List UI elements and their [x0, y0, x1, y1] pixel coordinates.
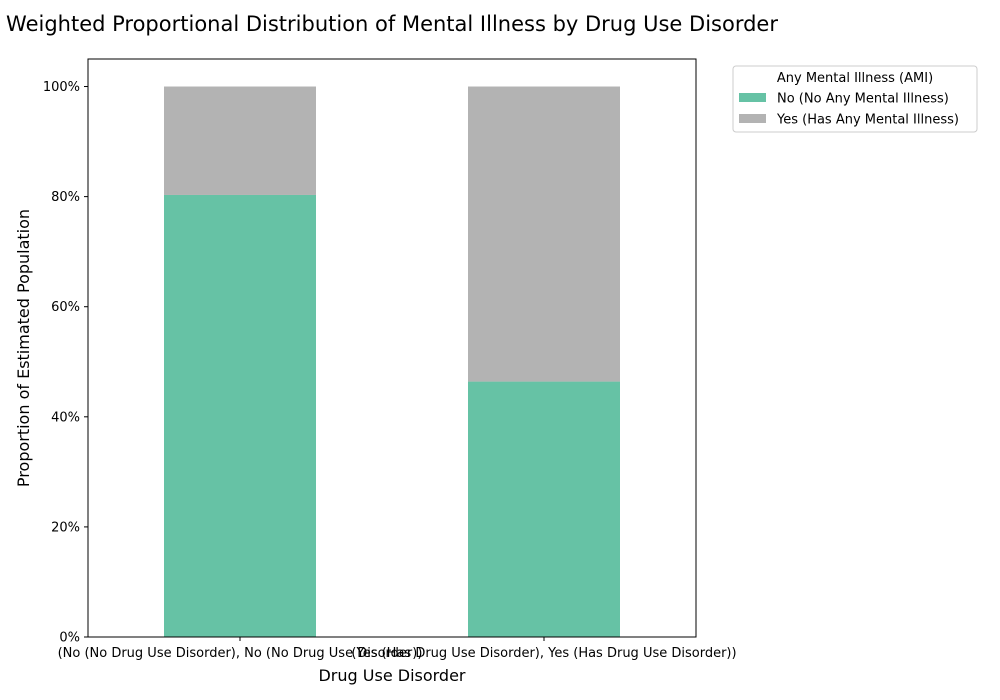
- legend-items: No (No Any Mental Illness) Yes (Has Any M…: [739, 92, 959, 128]
- bar-segment-no-ami-1: [164, 194, 316, 637]
- x-tick-label: (No (No Drug Use Disorder), No (No Drug …: [58, 646, 423, 661]
- y-tick-label: 60%: [51, 300, 80, 315]
- legend-title: Any Mental Illness (AMI): [777, 71, 933, 86]
- y-tick-label: 100%: [43, 80, 80, 95]
- bar-segment-yes-ami-1: [164, 86, 316, 195]
- legend: Any Mental Illness (AMI) No (No Any Ment…: [732, 65, 978, 133]
- y-tick-label: 40%: [51, 410, 80, 425]
- x-axis-title: Drug Use Disorder: [318, 666, 465, 685]
- axes-layer: 0% 20% 40% 60% 80% 100% (No (No Drug Use Disor…: [43, 58, 737, 661]
- y-tick-label: 80%: [51, 190, 80, 205]
- legend-entry-label: No (No Any Mental Illness): [777, 92, 949, 107]
- legend-swatch: [739, 114, 766, 123]
- y-tick-label: 0%: [59, 631, 80, 646]
- x-tick-label: (Yes (Has Drug Use Disorder), Yes (Has D…: [351, 646, 736, 661]
- legend-frame: [732, 65, 978, 133]
- plot-frame: [87, 58, 697, 638]
- legend-swatch: [739, 93, 766, 102]
- legend-entry-label: Yes (Has Any Mental Illness): [776, 113, 959, 128]
- bar-segment-yes-ami-2: [468, 86, 620, 382]
- bars-layer: [164, 86, 620, 637]
- y-tick-label: 20%: [51, 520, 80, 535]
- bar-segment-no-ami-2: [468, 381, 620, 637]
- y-axis-title: Proportion of Estimated Population: [14, 209, 33, 487]
- chart-title: Weighted Proportional Distribution of Me…: [6, 12, 778, 36]
